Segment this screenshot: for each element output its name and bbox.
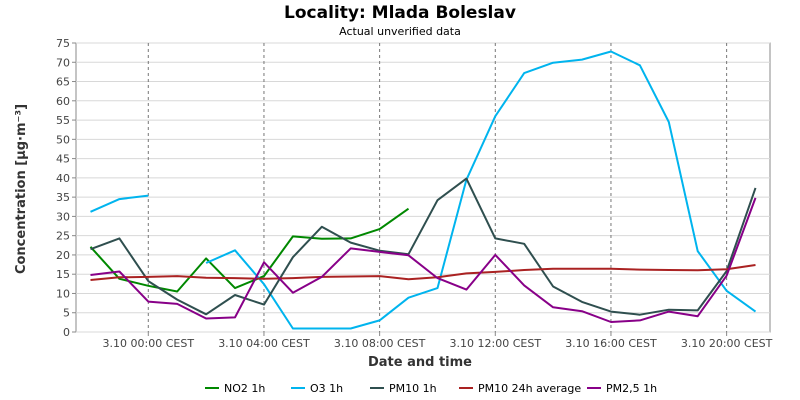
plot-area — [75, 42, 771, 333]
legend-label: PM2,5 1h — [606, 382, 657, 395]
legend-label: PM10 24h average — [478, 382, 581, 395]
legend: NO2 1h O3 1h PM10 1h PM10 24h average PM2,5 … — [205, 382, 657, 395]
legend-label: O3 1h — [310, 382, 343, 395]
plot-frame — [75, 42, 771, 333]
y-tick-label: 5 — [63, 307, 70, 320]
y-axis-label: Concentration [µg·m⁻³] — [14, 104, 29, 274]
x-tick-label: 3.10 08:00 CEST — [334, 337, 426, 350]
y-tick-label: 15 — [56, 268, 70, 281]
y-tick-label: 25 — [56, 230, 70, 243]
chart-subtitle: Actual unverified data — [339, 25, 461, 38]
x-axis-label: Date and time — [368, 355, 472, 370]
legend-item-4: PM2,5 1h — [587, 382, 657, 395]
axes: 0 5 10 15 20 25 30 35 40 45 50 55 60 65 70 75 3.10 00:00… — [56, 37, 773, 350]
x-tick-label: 3.10 00:00 CEST — [103, 337, 195, 350]
x-tick-label: 3.10 12:00 CEST — [450, 337, 542, 350]
x-tick-label: 3.10 20:00 CEST — [681, 337, 773, 350]
series-line-0 — [89, 207, 410, 293]
legend-item-0: NO2 1h — [205, 382, 265, 395]
y-tick-label: 65 — [56, 76, 70, 89]
y-tick-label: 20 — [56, 249, 70, 262]
legend-item-3: PM10 24h average — [459, 382, 581, 395]
legend-label: NO2 1h — [224, 382, 265, 395]
legend-label: PM10 1h — [389, 382, 437, 395]
x-tick-label: 3.10 16:00 CEST — [565, 337, 657, 350]
y-tick-label: 30 — [56, 210, 70, 223]
y-tick-label: 55 — [56, 114, 70, 127]
y-tick-label: 0 — [63, 326, 70, 339]
y-tick-label: 45 — [56, 153, 70, 166]
y-tick-label: 70 — [56, 56, 70, 69]
series-line-4 — [90, 197, 757, 323]
y-tick-label: 40 — [56, 172, 70, 185]
series-line-2 — [90, 177, 757, 316]
grid — [76, 42, 770, 333]
y-tick-label: 10 — [56, 287, 70, 300]
series-layer — [89, 50, 757, 330]
legend-item-1: O3 1h — [291, 382, 343, 395]
series-line-3 — [90, 264, 756, 281]
y-tick-label: 75 — [56, 37, 70, 50]
y-tick-label: 35 — [56, 191, 70, 204]
y-tick-label: 50 — [56, 133, 70, 146]
y-tick-label: 60 — [56, 95, 70, 108]
chart-title: Locality: Mlada Boleslav — [284, 3, 516, 23]
legend-item-2: PM10 1h — [370, 382, 437, 395]
x-tick-label: 3.10 04:00 CEST — [218, 337, 310, 350]
